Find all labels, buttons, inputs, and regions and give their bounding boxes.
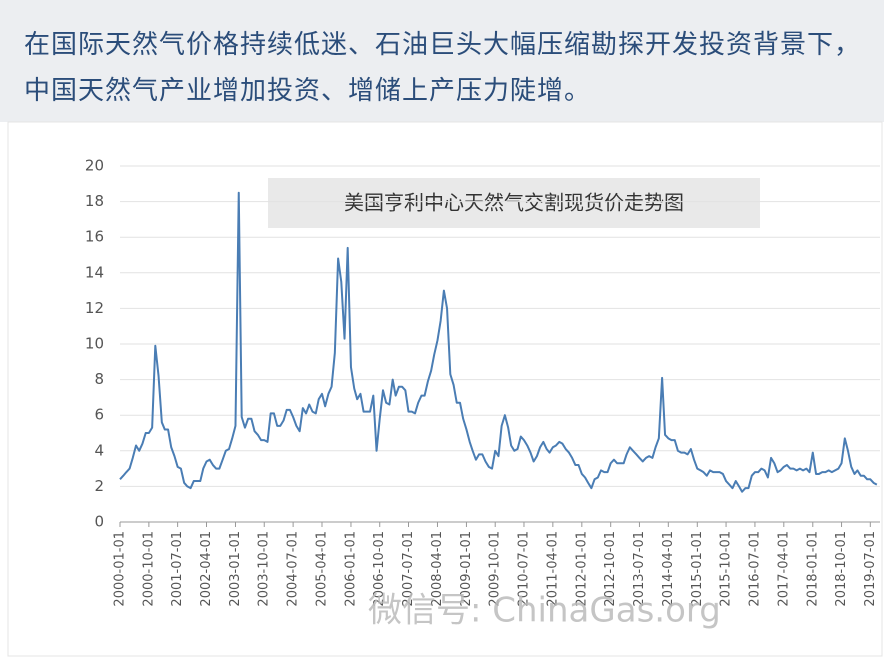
- x-tick-label: 2016-07-01: [747, 531, 762, 607]
- x-tick-label: 2012-01-01: [574, 531, 589, 607]
- x-tick-label: 2001-07-01: [170, 531, 185, 607]
- chart-frame: [7, 121, 883, 657]
- y-tick-label: 16: [85, 228, 104, 246]
- x-tick-label: 2019-07-01: [863, 531, 878, 607]
- plot: 0 2 4 6 8 10 12 14 16 18 20 2000-01-01 2000-10-01 200…: [85, 157, 880, 607]
- title-box: [268, 178, 760, 228]
- x-tick-label: 2006-01-01: [343, 531, 358, 607]
- x-tick-label: 2014-04-01: [661, 531, 676, 607]
- x-tick-label: 2008-04-01: [430, 531, 445, 607]
- x-tick-label: 2012-10-01: [603, 531, 618, 607]
- y-tick-label: 4: [94, 441, 104, 459]
- x-tick-label: 2013-07-01: [632, 531, 647, 607]
- x-tick-label: 2000-01-01: [113, 531, 128, 607]
- x-tick-label: 2011-04-01: [545, 531, 560, 607]
- y-tick-label: 18: [85, 192, 104, 210]
- x-tick-label: 2005-04-01: [314, 531, 329, 607]
- watermark: 微信号: ChinaGas.org: [368, 591, 721, 631]
- y-tick-label: 0: [94, 513, 104, 531]
- y-tick-label: 6: [94, 406, 104, 424]
- x-tick-label: 2018-01-01: [805, 531, 820, 607]
- x-tick-label: 2003-10-01: [257, 531, 272, 607]
- x-tick-label: 2018-10-01: [834, 531, 849, 607]
- x-tick-label: 2015-01-01: [690, 531, 705, 607]
- x-tick-label: 2006-10-01: [372, 531, 387, 607]
- y-tick-label: 12: [85, 299, 104, 317]
- x-tick-label: 2000-10-01: [141, 531, 156, 607]
- price-line: [119, 191, 878, 493]
- x-tick-label: 2009-10-01: [488, 531, 503, 607]
- chart-title: 美国亨利中心天然气交割现货价走势图: [344, 191, 684, 215]
- y-tick-label: 10: [85, 335, 104, 353]
- x-tick-label: 2002-04-01: [199, 531, 214, 607]
- x-tick-label: 2007-07-01: [401, 531, 416, 607]
- x-tick-label: 2017-04-01: [776, 531, 791, 607]
- header-text: 在国际天然气价格持续低迷、石油巨头大幅压缩勘探开发投资背景下，中国天然气产业增加…: [0, 0, 884, 122]
- x-tick-label: 2015-10-01: [719, 531, 734, 607]
- x-tick-label: 2009-01-01: [459, 531, 474, 607]
- y-tick-label: 20: [85, 157, 104, 175]
- x-tick-label: 2003-01-01: [228, 531, 243, 607]
- y-tick-label: 14: [85, 263, 104, 281]
- x-tick-label: 2010-07-01: [516, 531, 531, 607]
- y-tick-label: 8: [94, 370, 104, 388]
- y-tick-label: 2: [94, 477, 104, 495]
- x-tick-label: 2004-07-01: [286, 531, 301, 607]
